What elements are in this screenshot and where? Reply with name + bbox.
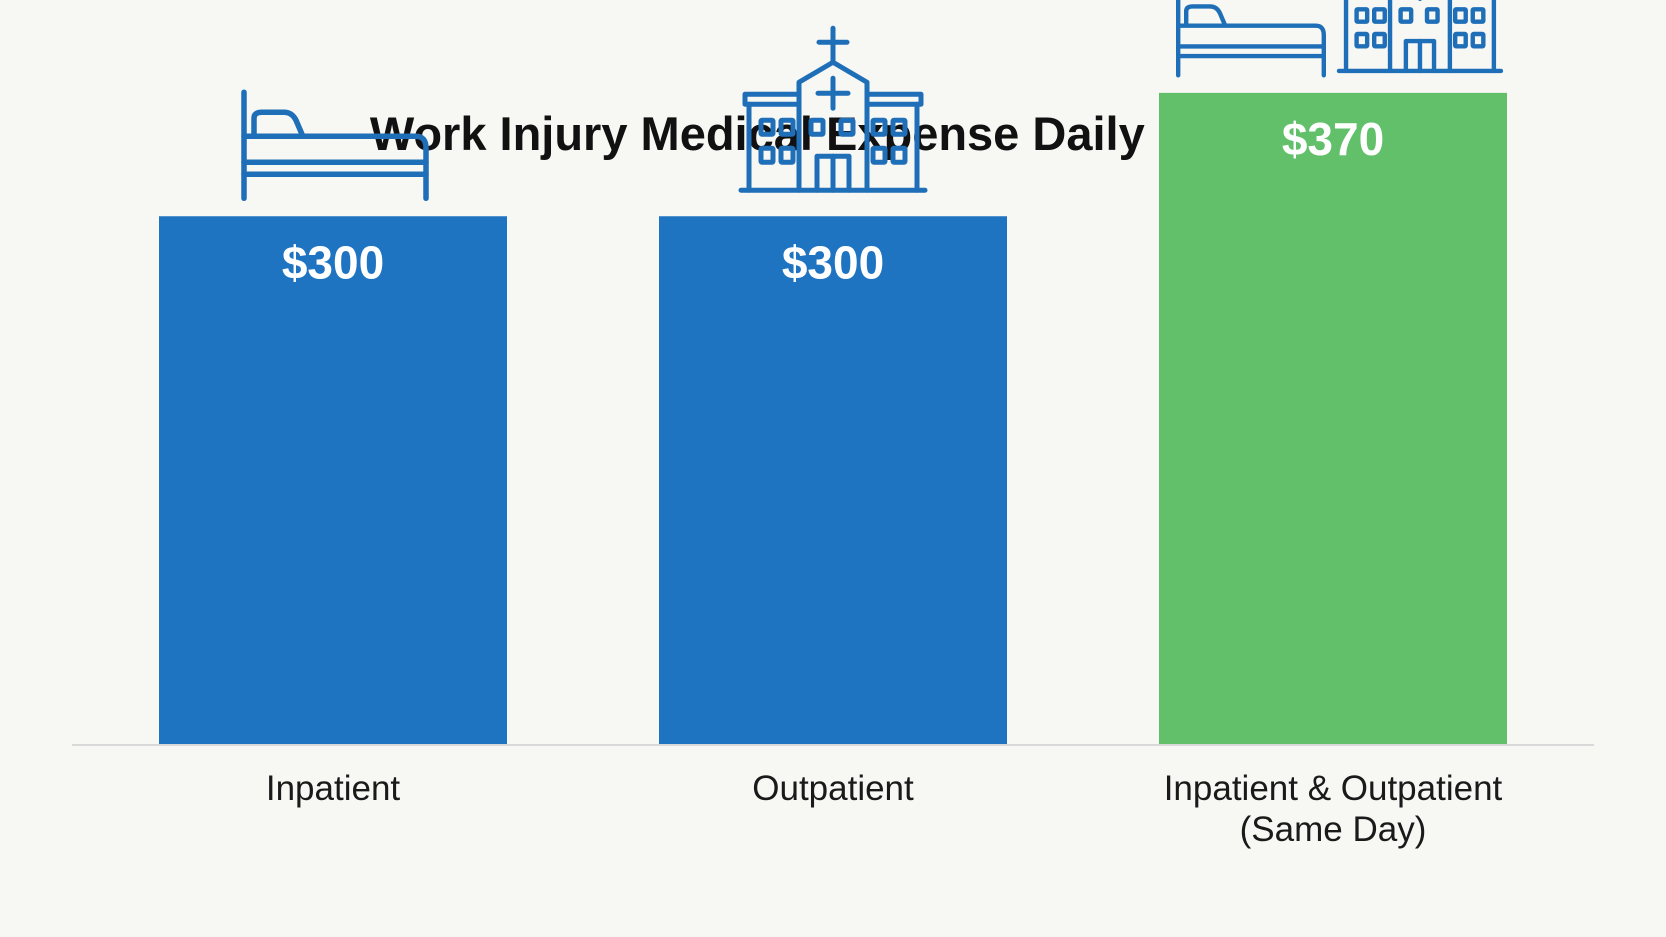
chart-title: Work Injury Medical Expense Daily Limits [370,107,1296,160]
bar-value-label: $370 [1282,113,1384,165]
category-label: (Same Day) [1240,810,1427,849]
bed-icon [241,89,429,201]
bar-value-label: $300 [782,236,884,288]
bar-value-label: $300 [282,236,384,288]
bar [159,216,507,744]
bar-group: $300 Inpatient [159,89,507,808]
hospital-icon [738,25,928,193]
category-label: Outpatient [752,769,914,808]
category-label: Inpatient [266,769,401,808]
bar [1159,92,1507,744]
bar-group: $370 Inpatient & Outpatient(Same Day) [1159,0,1507,849]
category-label: Inpatient & Outpatient [1164,769,1503,808]
bar [659,216,1007,744]
bar-group: $300 Outpatient [659,25,1007,808]
bed-icon [1176,0,1327,78]
hospital-icon [1336,0,1504,74]
bars-layer: $300 Inpatient $300 Outpatient $370 Inpatient… [159,0,1507,849]
